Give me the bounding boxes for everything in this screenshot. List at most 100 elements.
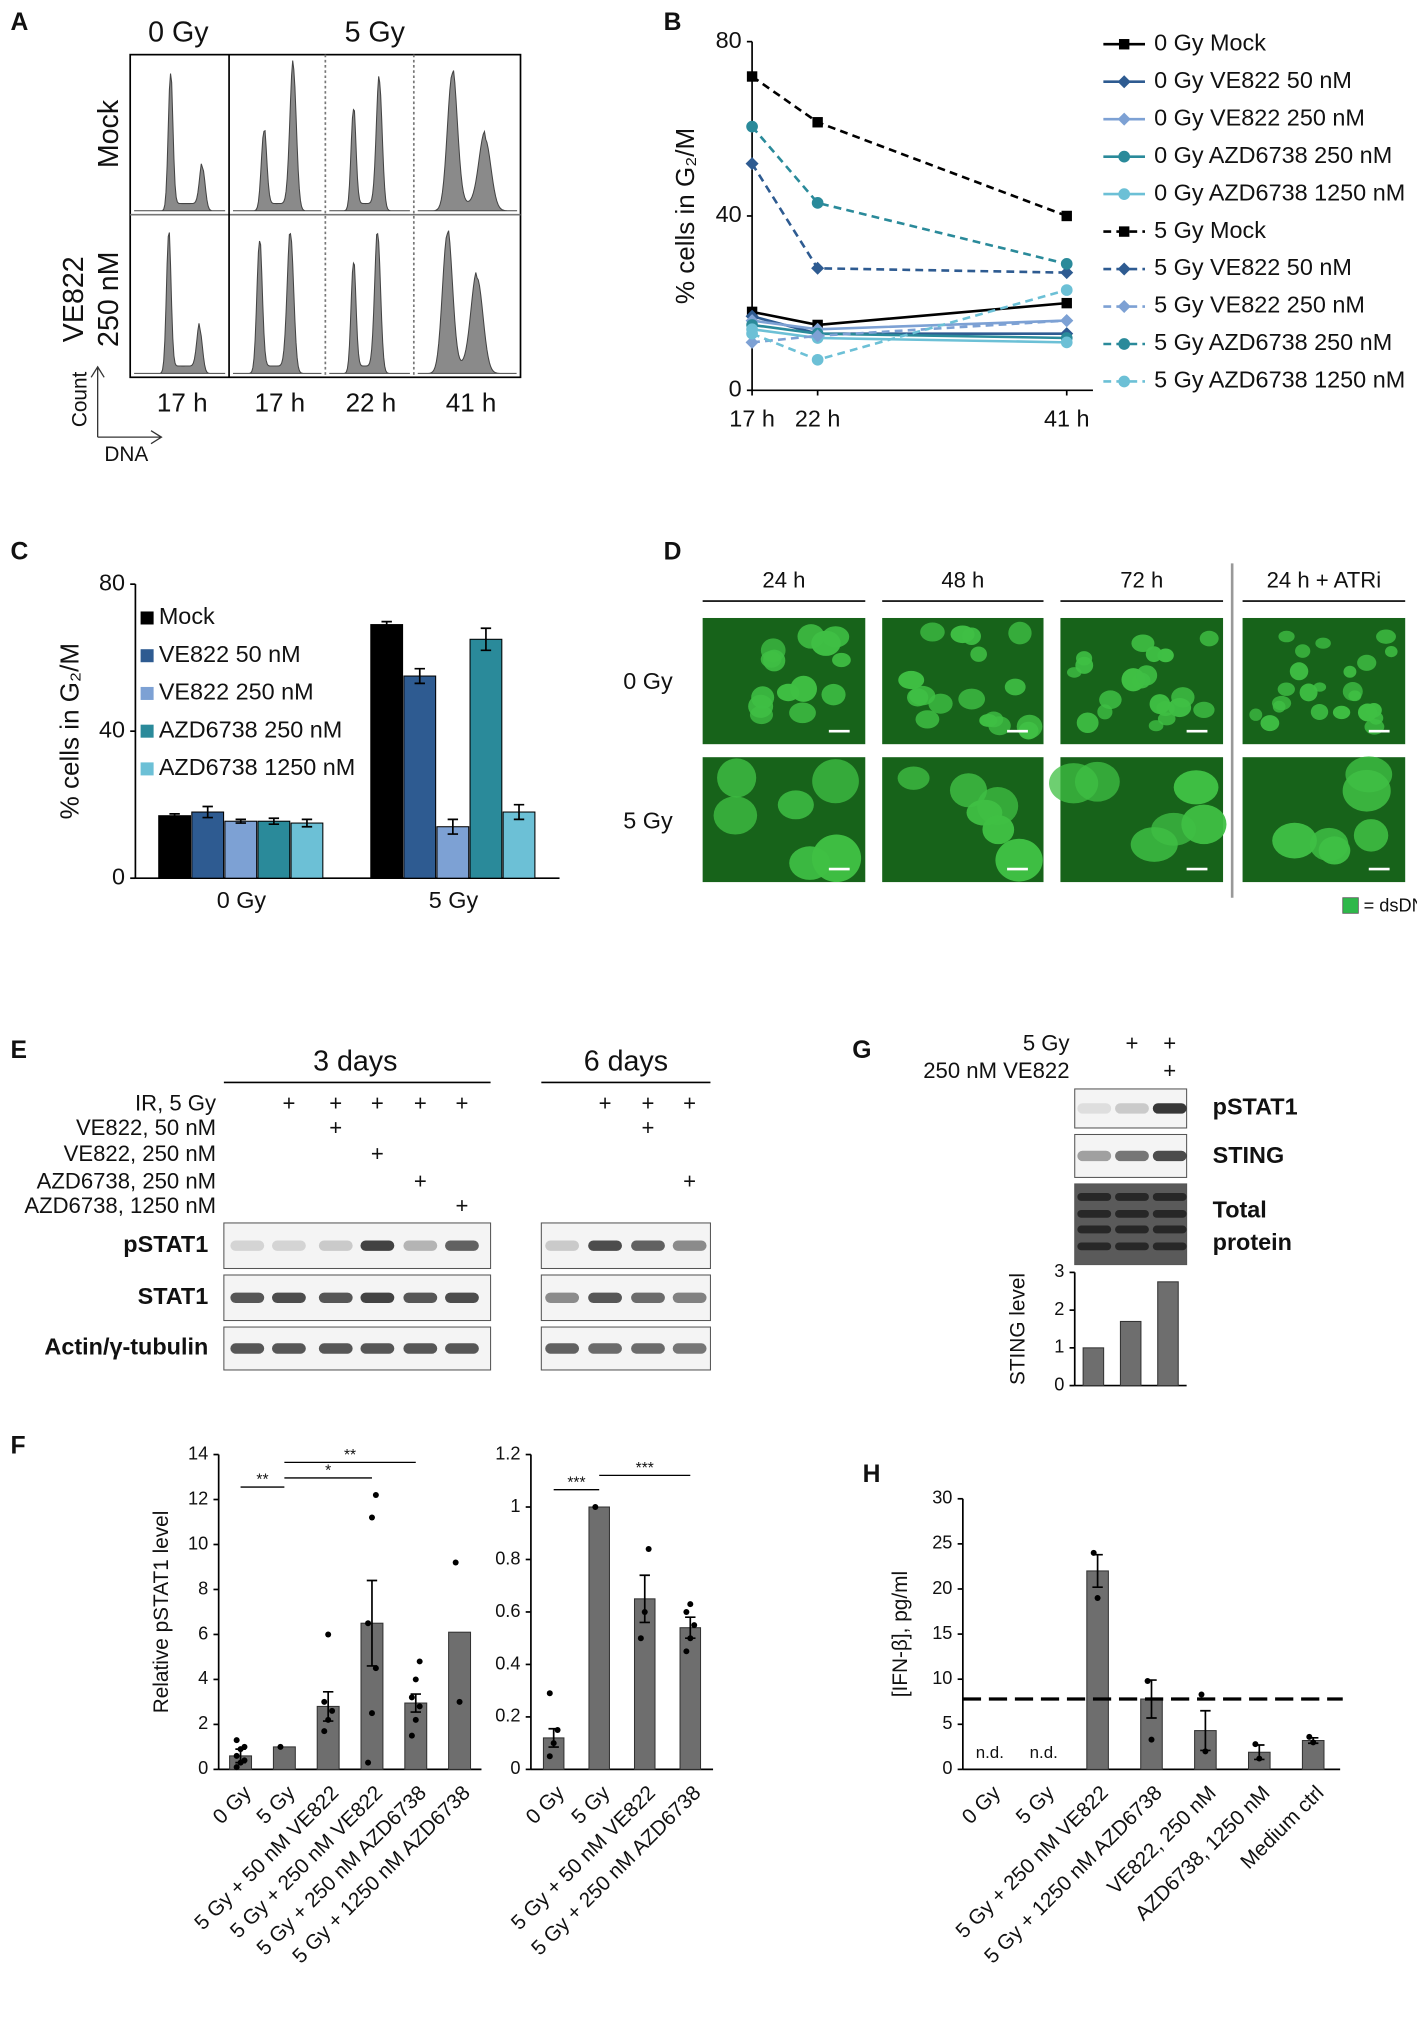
treatment-mark: + <box>371 1141 384 1166</box>
treatment-mark: + <box>642 1090 655 1115</box>
nucleus <box>1076 712 1099 733</box>
blot-band <box>1077 1225 1112 1234</box>
bar <box>290 822 324 879</box>
series-line <box>751 125 1068 266</box>
blot-band <box>1115 1103 1149 1114</box>
data-point <box>637 1635 644 1642</box>
data-point <box>372 1492 379 1499</box>
panel-letter: F <box>11 1432 26 1459</box>
blot-label: pSTAT1 <box>1213 1094 1298 1120</box>
bar <box>1119 1320 1142 1387</box>
x-tick-label: 17 h <box>729 405 775 431</box>
nucleus <box>776 683 800 702</box>
data-point <box>365 1620 372 1627</box>
marker <box>1061 210 1072 222</box>
legend-swatch <box>140 762 154 776</box>
blot-band <box>360 1240 395 1251</box>
y-tick-label: 12 <box>188 1488 208 1508</box>
marker <box>746 327 758 340</box>
nucleus <box>1193 701 1215 718</box>
data-point <box>321 1698 328 1705</box>
data-point <box>1202 1748 1209 1755</box>
nucleus <box>1357 703 1378 722</box>
nucleus <box>1289 662 1309 681</box>
nucleus <box>1309 827 1349 862</box>
blot-band <box>631 1343 665 1354</box>
treatment-label: 250 nM VE822 <box>923 1058 1069 1083</box>
y-tick-label: 0.6 <box>495 1601 520 1621</box>
error-bar-line <box>301 818 313 828</box>
treatment-mark: + <box>455 1193 468 1218</box>
legend-marker <box>1118 188 1131 200</box>
nucleus <box>1343 665 1357 678</box>
treatment-label: AZD6738, 1250 nM <box>24 1193 216 1218</box>
y-tick-label: 10 <box>932 1668 952 1688</box>
data-point <box>321 1728 328 1735</box>
treatment-label: IR, 5 Gy <box>135 1090 217 1115</box>
treatment-mark: + <box>683 1090 696 1115</box>
blot-band <box>318 1343 353 1354</box>
nucleus <box>1173 770 1219 805</box>
y-tick-label: 2 <box>198 1713 208 1733</box>
legend-label: AZD6738 1250 nM <box>159 754 355 780</box>
nucleus <box>777 790 814 820</box>
blot-band <box>230 1240 265 1251</box>
histogram <box>134 73 226 212</box>
marker <box>1061 297 1072 309</box>
column-header: 5 Gy <box>345 16 406 48</box>
error-bar-line <box>268 817 280 826</box>
nucleus <box>1278 630 1295 643</box>
legend-label: = dsDNA <box>1364 896 1417 916</box>
y-tick-label: 0 <box>112 863 125 889</box>
nucleus <box>1171 687 1195 708</box>
bar <box>224 820 258 879</box>
significance-label: ** <box>344 1447 356 1464</box>
data-point <box>368 1710 375 1717</box>
row-label: 250 nM <box>93 252 125 347</box>
nucleus <box>789 702 816 724</box>
y-tick-label: 4 <box>198 1668 208 1688</box>
bar <box>158 815 192 879</box>
row-label: VE822 <box>58 256 90 342</box>
column-header: 0 Gy <box>148 16 209 48</box>
y-axis-label: STING level <box>1006 1273 1029 1385</box>
blot-band <box>1152 1209 1187 1218</box>
nucleus <box>811 834 862 883</box>
nucleus <box>1315 637 1331 649</box>
nucleus <box>1260 715 1280 732</box>
y-tick-label: 2 <box>1054 1299 1064 1319</box>
nucleus <box>1075 656 1094 674</box>
data-point <box>416 1658 423 1665</box>
y-tick-label: 40 <box>99 716 125 742</box>
data-point <box>325 1716 332 1723</box>
blot-band <box>318 1240 353 1251</box>
marker <box>745 157 759 171</box>
error-bar-line <box>513 803 525 821</box>
time-label: 17 h <box>254 387 305 417</box>
blot-band <box>318 1292 353 1303</box>
data-point <box>1310 1739 1317 1746</box>
marker <box>811 197 824 209</box>
blot-band <box>545 1292 580 1303</box>
legend-marker <box>1117 75 1131 89</box>
y-axis-label: % cells in G₂/M <box>670 128 700 304</box>
treatment-label: AZD6738, 250 nM <box>37 1168 216 1193</box>
nucleus <box>1004 678 1026 696</box>
data-point <box>241 1743 248 1750</box>
nucleus <box>1074 761 1120 802</box>
y-tick-label: 1.2 <box>495 1443 520 1463</box>
blot-label: Actin/γ-tubulin <box>44 1334 208 1360</box>
data-point <box>1094 1595 1101 1601</box>
blot-band <box>545 1343 580 1354</box>
nucleus <box>1342 769 1391 812</box>
treatment-mark: + <box>414 1168 427 1193</box>
x-tick-label: 0 Gy <box>522 1781 570 1829</box>
error-bar <box>301 818 313 828</box>
error-bar-line <box>381 620 392 629</box>
histogram <box>134 232 226 374</box>
data-point <box>641 1608 648 1615</box>
blot-band <box>360 1292 395 1303</box>
nucleus <box>1357 654 1377 671</box>
blot-label: protein <box>1213 1229 1292 1255</box>
blot-band <box>631 1292 665 1303</box>
